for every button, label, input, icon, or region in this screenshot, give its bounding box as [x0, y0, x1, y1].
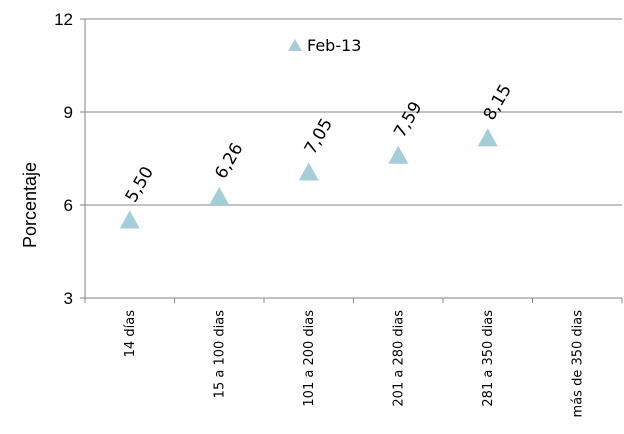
x-category-label: 281 a 350 dias [481, 310, 496, 407]
data-point-triangle [119, 210, 140, 229]
y-tick-labels: 3 6 9 12 [54, 10, 73, 308]
data-points [119, 128, 498, 229]
data-labels: 5,50 6,26 7,05 7,59 8,15 [122, 81, 516, 206]
data-label: 6,26 [211, 140, 247, 183]
gridlines [85, 18, 622, 299]
data-label: 5,50 [122, 163, 158, 206]
x-category-label: 101 a 200 dias [302, 310, 317, 407]
data-label: 7,59 [390, 98, 426, 141]
data-label: 8,15 [480, 81, 516, 124]
data-label: 7,05 [301, 115, 337, 158]
x-category-label: 201 a 280 dias [391, 310, 406, 407]
x-category-label: más de 350 dias [570, 310, 585, 418]
legend: Feb-13 [288, 36, 361, 55]
data-point-triangle [477, 128, 498, 147]
x-category-label: 14 días [123, 310, 138, 358]
y-axis-title: Porcentaje [20, 162, 40, 248]
y-tick-label: 12 [54, 10, 73, 29]
data-point-triangle [298, 162, 319, 181]
axes [80, 18, 623, 303]
data-point-triangle [209, 186, 230, 205]
y-tick-label: 9 [64, 103, 73, 122]
x-category-label: 15 a 100 dias [212, 310, 227, 399]
legend-marker-triangle [288, 39, 302, 51]
x-category-labels: 14 días 15 a 100 dias 101 a 200 dias 201 a … [123, 310, 586, 418]
legend-label: Feb-13 [307, 36, 361, 55]
y-tick-label: 6 [64, 196, 73, 215]
y-tick-label: 3 [64, 289, 73, 308]
data-point-triangle [388, 145, 409, 164]
